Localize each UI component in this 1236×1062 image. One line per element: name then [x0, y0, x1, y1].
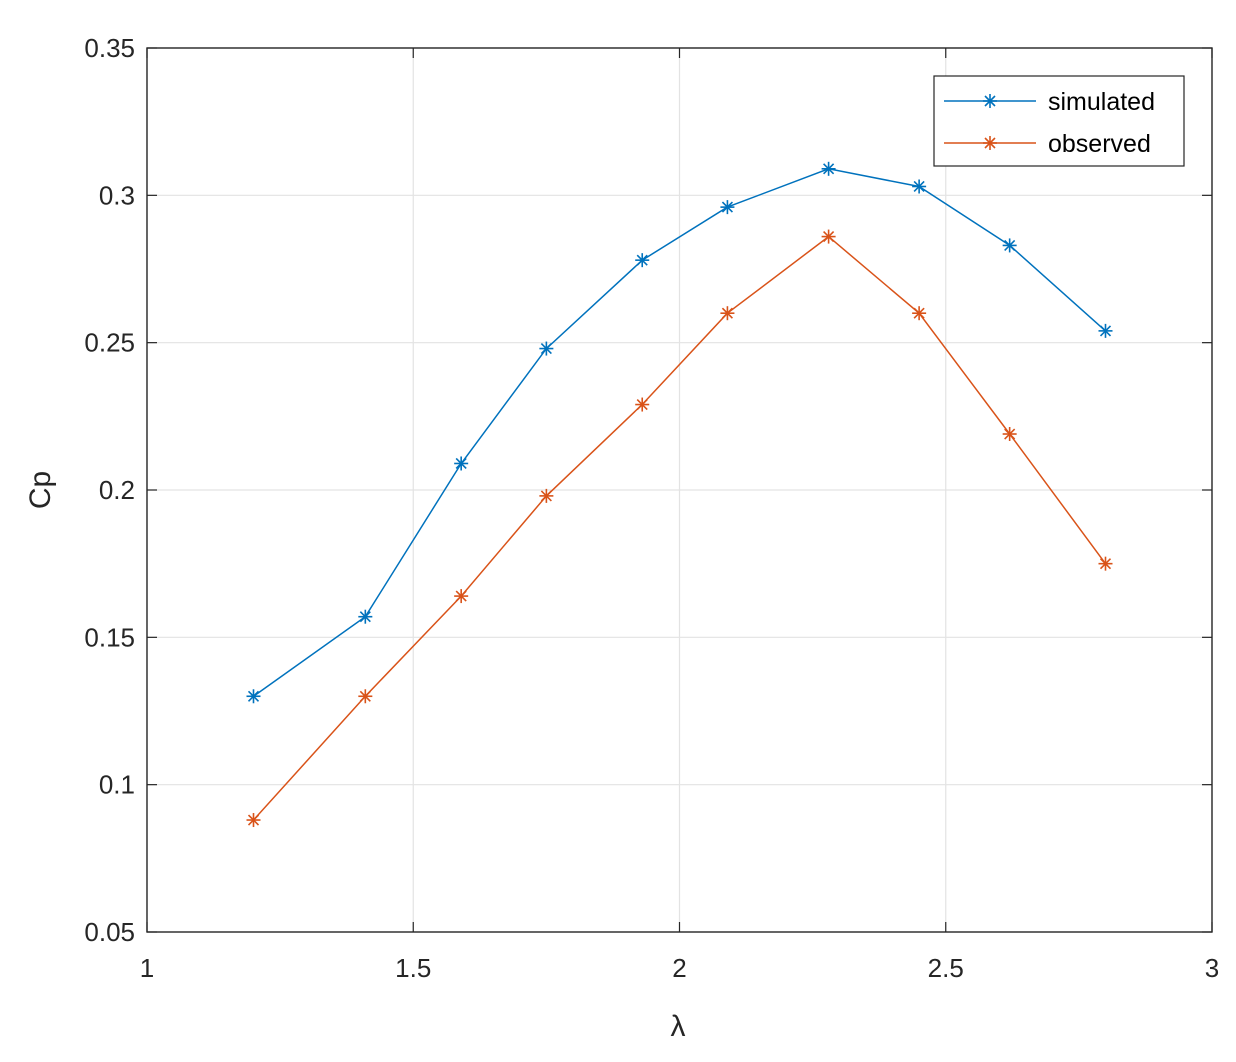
data-point-observed: [912, 306, 927, 321]
tick-labels: 1 1.5 2 2.5 3 0.05 0.1 0.15 0.2 0.25 0.3 0.35: [84, 33, 1219, 983]
series-simulated: [246, 161, 1113, 704]
y-tick-label: 0.05: [84, 917, 135, 947]
legend-marker-observed: [983, 136, 997, 150]
x-tick-label: 2: [672, 953, 686, 983]
series-line-observed: [252, 235, 1107, 821]
data-point-observed: [454, 589, 469, 604]
y-tick-label: 0.2: [99, 475, 135, 505]
legend-label-simulated: simulated: [1048, 88, 1155, 116]
y-tick-label: 0.25: [84, 328, 135, 358]
data-point-observed: [358, 689, 373, 704]
data-point-observed: [635, 397, 650, 412]
data-point-observed: [1098, 556, 1113, 571]
series-layer: [246, 161, 1113, 828]
legend: simulated observed: [933, 75, 1185, 167]
data-point-simulated: [720, 200, 735, 215]
data-point-simulated: [358, 609, 373, 624]
data-point-observed: [246, 813, 261, 828]
series-observed: [246, 229, 1113, 828]
data-point-simulated: [454, 456, 469, 471]
data-point-simulated: [635, 253, 650, 268]
data-point-simulated: [1098, 323, 1113, 338]
x-tick-label: 1.5: [395, 953, 431, 983]
data-point-simulated: [821, 161, 836, 176]
data-point-observed: [821, 229, 836, 244]
legend-label-observed: observed: [1048, 130, 1151, 158]
data-point-simulated: [539, 341, 554, 356]
data-point-simulated: [912, 179, 927, 194]
y-tick-label: 0.3: [99, 180, 135, 210]
axes: [146, 47, 1213, 933]
series-line-simulated: [253, 168, 1106, 697]
y-tick-label: 0.1: [99, 770, 135, 800]
data-point-observed: [539, 488, 554, 503]
legend-asterisk-observed: [983, 136, 997, 150]
legend-asterisk-simulated: [983, 94, 997, 108]
grid: [146, 47, 1213, 933]
y-axis-label: Cp: [24, 471, 57, 509]
x-tick-label: 1: [140, 953, 154, 983]
x-tick-label: 3: [1205, 953, 1219, 983]
data-point-observed: [720, 306, 735, 321]
legend-marker-simulated: [983, 94, 997, 108]
axes-box: [146, 47, 1213, 933]
y-tick-label: 0.35: [84, 33, 135, 63]
y-tick-label: 0.15: [84, 622, 135, 652]
legend-box: [933, 75, 1185, 167]
x-tick-label: 2.5: [928, 953, 964, 983]
data-point-simulated: [1002, 238, 1017, 253]
data-point-simulated: [246, 689, 261, 704]
data-point-observed: [1002, 427, 1017, 442]
x-axis-label: λ: [671, 1010, 686, 1043]
